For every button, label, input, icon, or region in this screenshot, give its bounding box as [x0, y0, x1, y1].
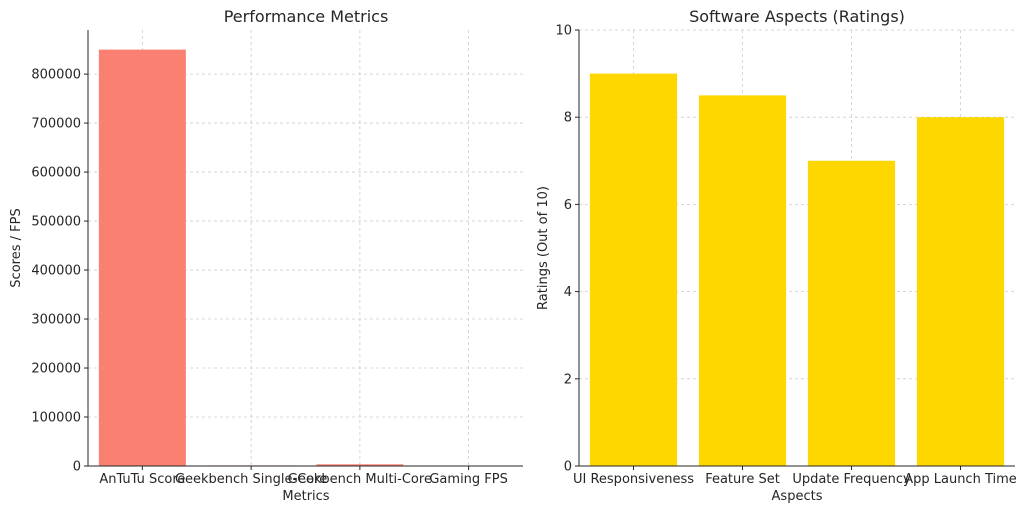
x-tick-label: AnTuTu Score: [99, 472, 185, 487]
chart-title: Software Aspects (Ratings): [689, 7, 905, 26]
y-tick-label: 8: [564, 111, 572, 126]
y-axis-label: Scores / FPS: [9, 208, 24, 287]
bar: [807, 160, 896, 467]
y-tick-label: 700000: [31, 117, 81, 132]
x-tick-label: Gaming FPS: [429, 472, 508, 487]
x-tick-label: Feature Set: [705, 472, 780, 487]
bar: [316, 464, 404, 466]
software-aspects-chart: Software Aspects (Ratings) Aspects Ratin…: [536, 7, 1017, 504]
x-tick-label: UI Responsiveness: [573, 472, 694, 487]
y-tick-label: 100000: [31, 411, 81, 426]
x-axis-label: Metrics: [282, 489, 329, 504]
x-tick-label: Update Frequency: [792, 472, 911, 487]
y-tick-label: 200000: [31, 362, 81, 377]
y-tick-label: 0: [564, 460, 572, 475]
y-tick-label: 800000: [31, 68, 81, 83]
performance-metrics-chart: Performance Metrics Metrics Scores / FPS…: [9, 7, 523, 504]
x-tick-label: App Launch Time: [904, 472, 1017, 487]
x-tick-label: Geekbench Multi-Core: [288, 472, 432, 487]
y-tick-label: 400000: [31, 264, 81, 279]
bar: [589, 73, 678, 466]
y-ticks: 0 2 4 6 8 10: [555, 24, 579, 475]
y-tick-label: 2: [564, 372, 572, 387]
bars: [589, 73, 1005, 467]
bars: [98, 49, 513, 466]
x-ticks: UI Responsiveness Feature Set Update Frequ…: [573, 466, 1017, 487]
y-tick-label: 300000: [31, 313, 81, 328]
x-tick-label: Geekbench Single-Core: [175, 472, 327, 487]
y-tick-label: 10: [555, 24, 572, 39]
bar: [698, 95, 787, 467]
y-axis-label: Ratings (Out of 10): [536, 186, 551, 310]
y-ticks: 0 100000 200000 300000 400000 500000 600000 700…: [31, 68, 88, 475]
bar: [916, 117, 1005, 466]
y-tick-label: 600000: [31, 166, 81, 181]
y-tick-label: 500000: [31, 215, 81, 230]
y-tick-label: 4: [564, 285, 572, 300]
chart-title: Performance Metrics: [224, 7, 389, 26]
y-tick-label: 6: [564, 198, 572, 213]
bar: [98, 49, 186, 466]
x-axis-label: Aspects: [772, 489, 823, 504]
y-tick-label: 0: [73, 460, 81, 475]
